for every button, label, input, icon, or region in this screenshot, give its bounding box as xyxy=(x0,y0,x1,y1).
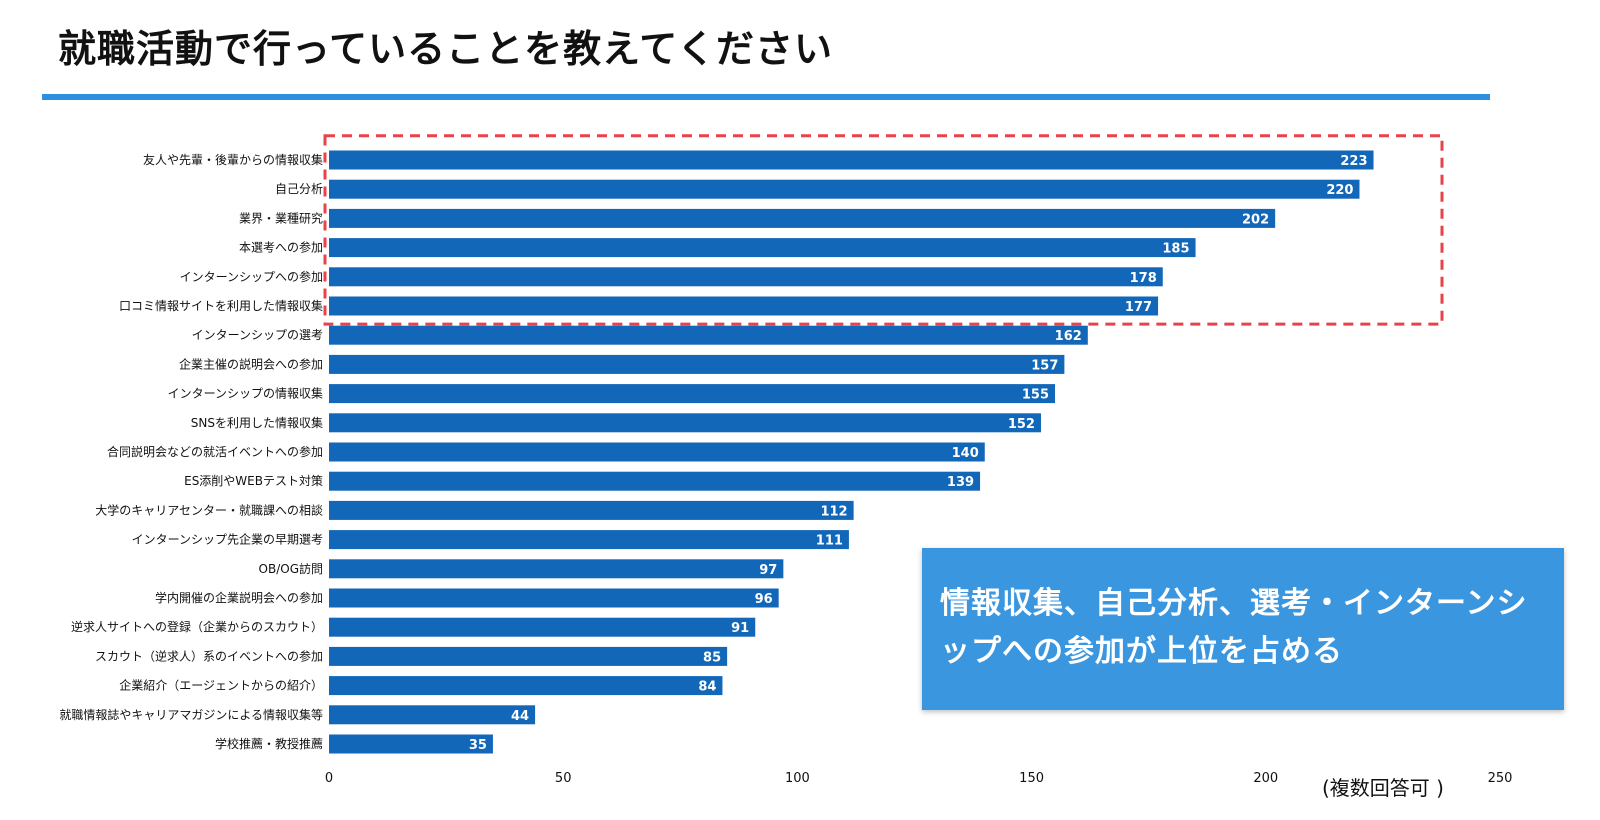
value-label: 140 xyxy=(952,446,979,461)
bar xyxy=(329,208,1276,228)
bar xyxy=(329,179,1360,199)
x-tick-label: 0 xyxy=(325,771,333,786)
x-tick-label: 250 xyxy=(1488,771,1513,786)
category-label: 本選考への参加 xyxy=(239,240,323,255)
bar xyxy=(329,617,756,637)
title-underline xyxy=(42,94,1490,100)
bar xyxy=(329,734,493,754)
category-label: 学内開催の企業説明会への参加 xyxy=(155,590,323,605)
multiple-answers-note: (複数回答可 ) xyxy=(1322,776,1444,800)
category-label: 大学のキャリアセンター・就職課への相談 xyxy=(95,502,323,517)
x-tick-label: 200 xyxy=(1253,771,1278,786)
top-items-highlight-box xyxy=(323,134,1444,326)
category-label: OB/OG訪問 xyxy=(259,561,323,576)
value-label: 35 xyxy=(469,738,487,753)
bar xyxy=(329,646,728,666)
value-label: 220 xyxy=(1326,183,1353,198)
bar xyxy=(329,413,1041,433)
summary-callout-text: 情報収集、自己分析、選考・インターンシップへの参加が上位を占める xyxy=(940,586,1528,669)
category-label: SNSを利用した情報収集 xyxy=(191,415,323,430)
value-label: 97 xyxy=(759,563,777,578)
value-label: 91 xyxy=(731,621,749,636)
value-label: 155 xyxy=(1022,388,1049,403)
value-label: 152 xyxy=(1008,417,1035,432)
category-label: 就職情報誌やキャリアマガジンによる情報収集等 xyxy=(59,707,323,722)
bar xyxy=(329,296,1159,316)
category-label: 合同説明会などの就活イベントへの参加 xyxy=(107,444,323,459)
category-label: ES添削やWEBテスト対策 xyxy=(184,474,323,488)
page-title: 就職活動で行っていることを教えてください xyxy=(58,27,834,71)
value-label: 162 xyxy=(1055,329,1082,344)
category-label: 企業紹介（エージェントからの紹介） xyxy=(119,678,323,693)
category-label: インターンシップ先企業の早期選考 xyxy=(132,532,323,547)
bar xyxy=(329,384,1056,404)
bar xyxy=(329,150,1374,170)
category-label: インターンシップの選考 xyxy=(192,328,323,342)
summary-callout: 情報収集、自己分析、選考・インターンシップへの参加が上位を占める xyxy=(922,548,1564,710)
category-label: 企業主催の説明会への参加 xyxy=(179,356,323,371)
category-label: 逆求人サイトへの登録（企業からのスカウト） xyxy=(71,619,323,634)
category-label: 友人や先輩・後輩からの情報収集 xyxy=(143,152,323,167)
value-label: 139 xyxy=(947,475,974,490)
value-label: 202 xyxy=(1242,212,1269,227)
x-tick-label: 150 xyxy=(1019,771,1044,786)
value-label: 111 xyxy=(816,534,843,549)
bar xyxy=(329,471,981,491)
category-label: 口コミ情報サイトを利用した情報収集 xyxy=(119,298,323,313)
value-label: 44 xyxy=(511,709,529,724)
x-tick-label: 50 xyxy=(555,771,572,786)
value-label: 157 xyxy=(1031,358,1058,373)
category-label: 学校推薦・教授推薦 xyxy=(215,736,323,751)
category-label: スカウト（逆求人）系のイベントへの参加 xyxy=(95,648,323,663)
bar xyxy=(329,588,779,608)
bar xyxy=(329,559,784,579)
value-label: 85 xyxy=(703,650,721,665)
value-label: 112 xyxy=(820,504,847,519)
value-label: 178 xyxy=(1130,271,1157,286)
value-label: 84 xyxy=(698,680,716,695)
value-label: 223 xyxy=(1340,154,1367,169)
category-label: 業界・業種研究 xyxy=(239,210,323,225)
value-label: 185 xyxy=(1162,242,1189,257)
value-label: 177 xyxy=(1125,300,1152,315)
category-label: インターンシップの情報収集 xyxy=(168,386,323,401)
bar xyxy=(329,500,854,520)
category-label: インターンシップへの参加 xyxy=(180,269,323,284)
bar xyxy=(329,442,985,462)
bar xyxy=(329,676,723,696)
bar xyxy=(329,354,1065,374)
bar xyxy=(329,267,1163,287)
x-tick-label: 100 xyxy=(785,771,810,786)
bar xyxy=(329,705,536,725)
category-label: 自己分析 xyxy=(275,182,323,196)
bar xyxy=(329,530,849,550)
value-label: 96 xyxy=(755,592,773,607)
bar xyxy=(329,325,1088,345)
bar xyxy=(329,238,1196,258)
